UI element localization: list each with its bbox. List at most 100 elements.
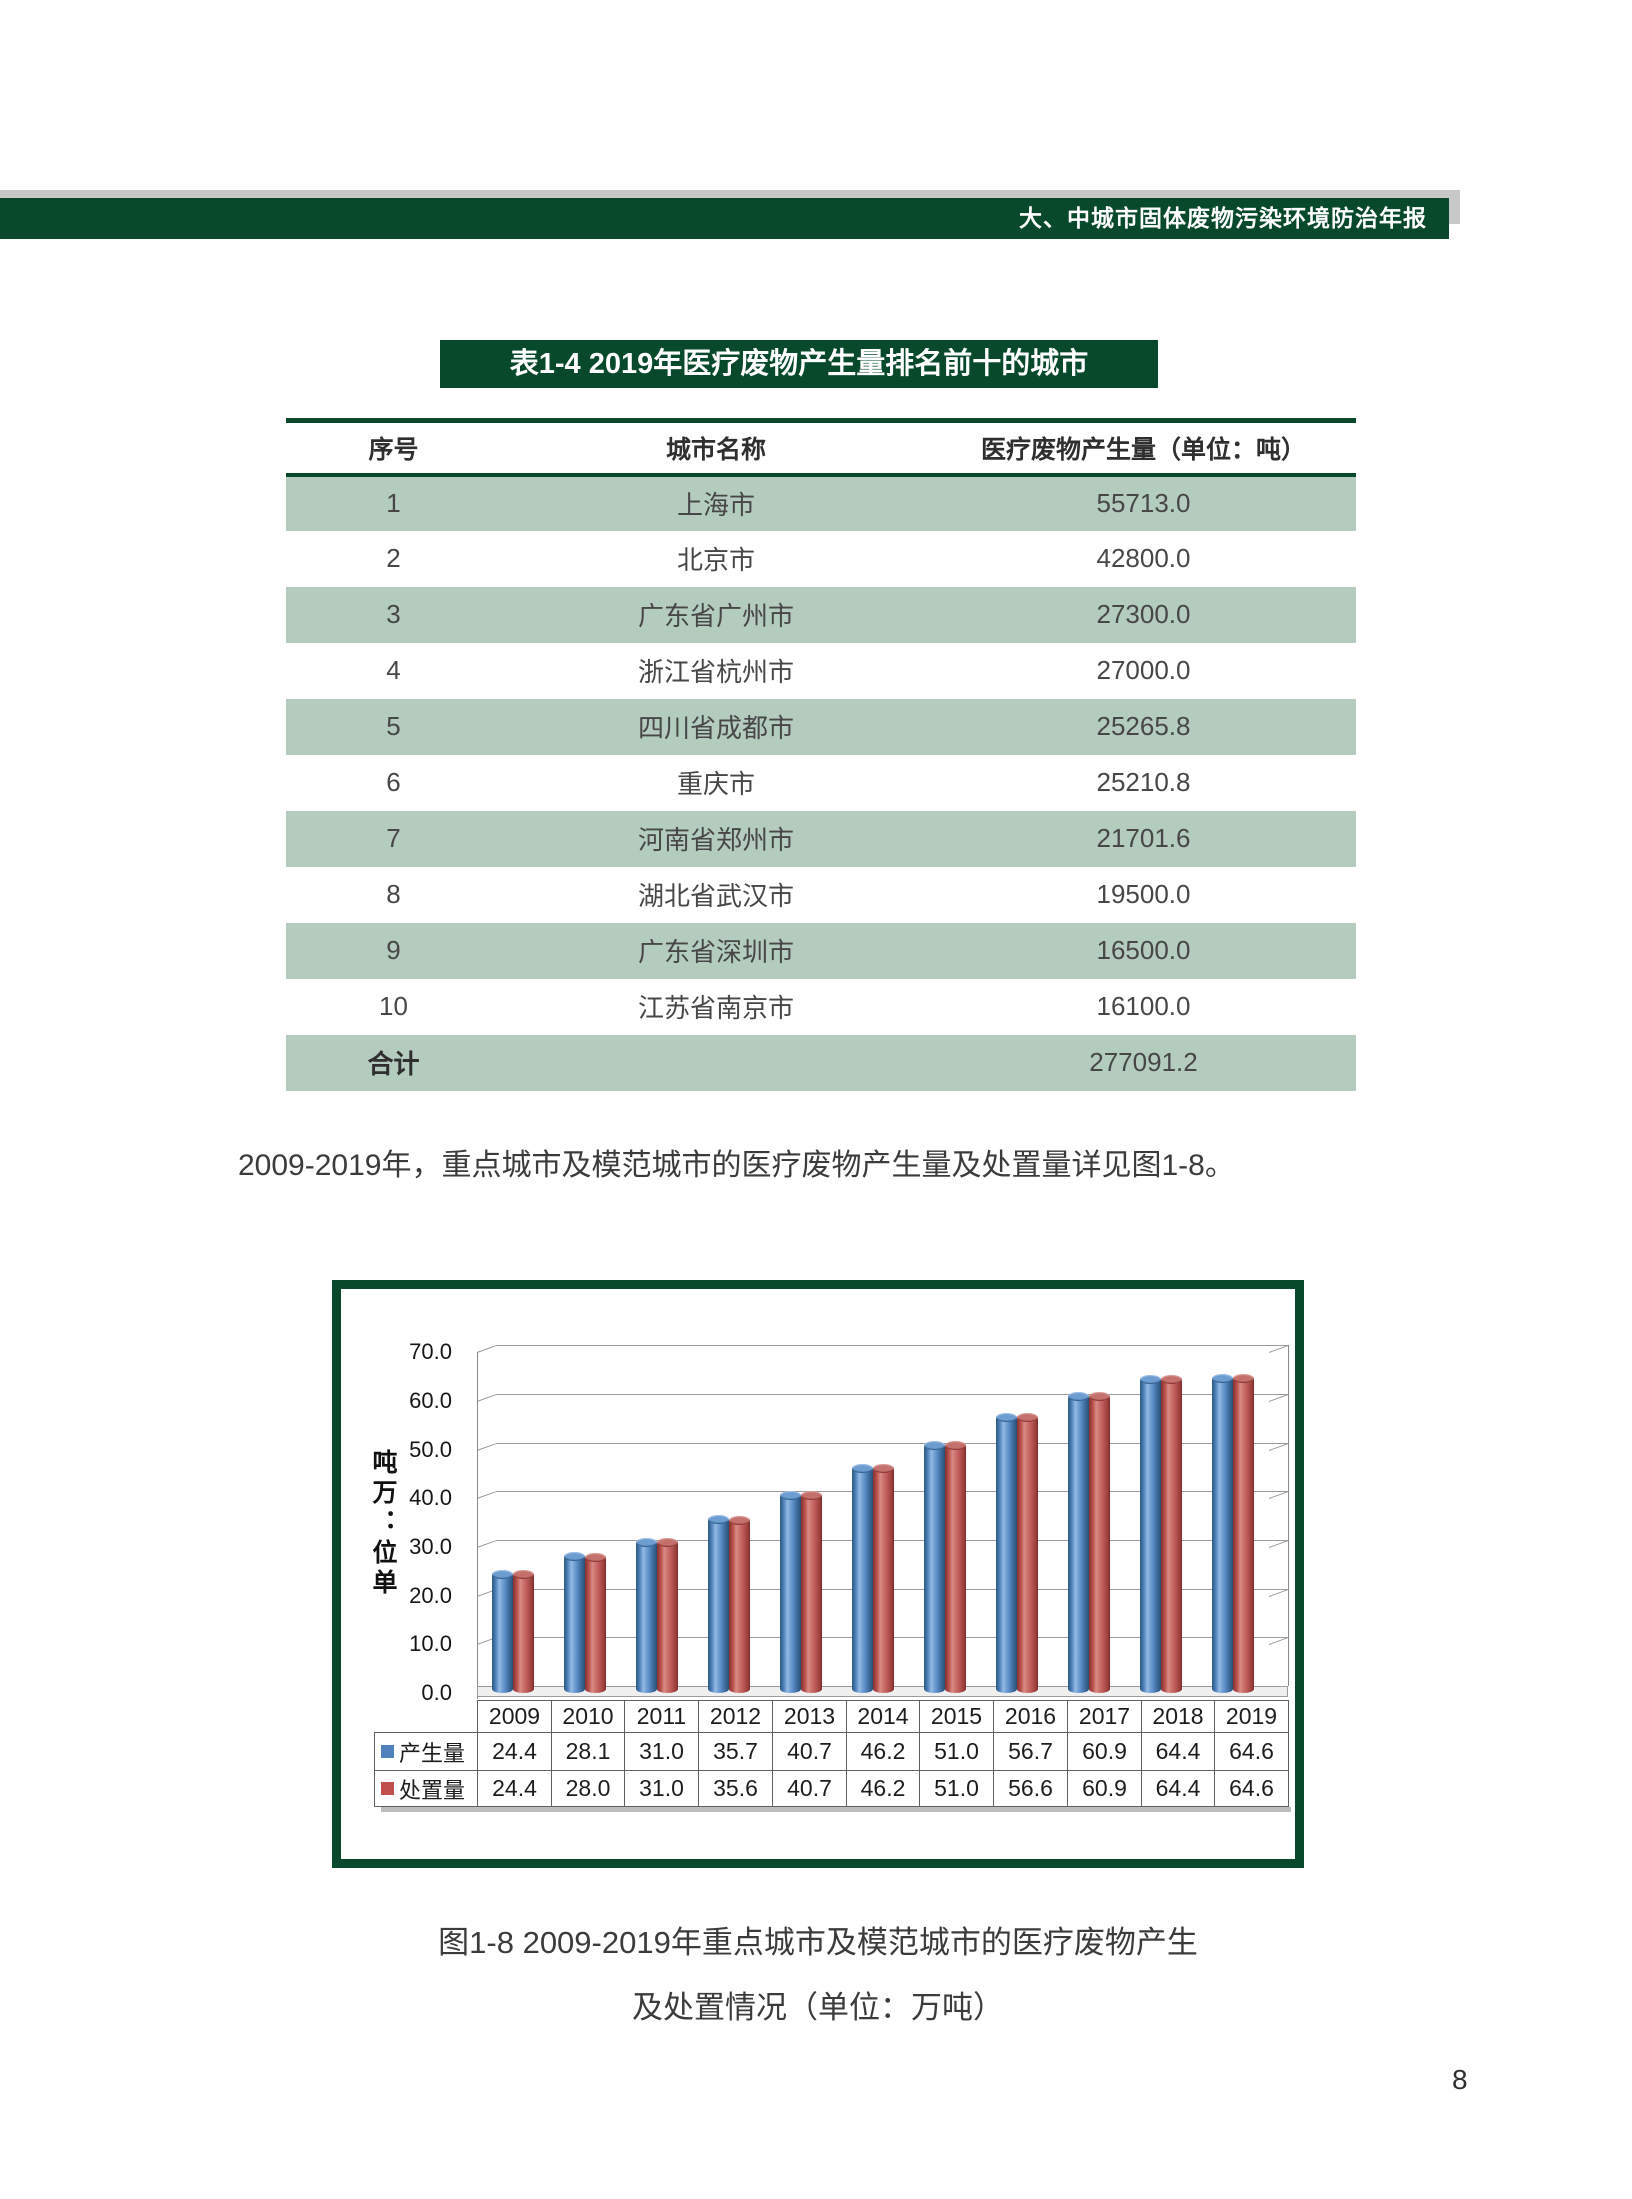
table-row: 3 广东省广州市 27300.0 [286, 586, 1356, 643]
chart-grid-tick-left [476, 1540, 496, 1548]
rank-cell: 7 [386, 823, 401, 853]
column-header-rank: 序号 [286, 420, 501, 477]
chart-grid-tick-right [1268, 1540, 1288, 1548]
bar-top-cap [729, 1516, 750, 1525]
ranking-table: 序号 城市名称 医疗废物产生量（单位：吨） 1 上海市 55713.0 2 北京市 428… [286, 418, 1356, 1091]
ranking-table-body: 1 上海市 55713.0 2 北京市 42800.0 3 广东省广州市 27300.0 4 浙江省… [286, 474, 1356, 1091]
y-axis-tick-label: 70.0 [409, 1339, 452, 1365]
rank-cell: 3 [386, 599, 401, 629]
bar-top-cap [1140, 1375, 1161, 1384]
chart-grid-tick-right [1268, 1637, 1288, 1646]
bar-top-cap [636, 1538, 657, 1547]
bar-top-cap [657, 1538, 678, 1547]
bar-top-cap [1212, 1374, 1233, 1383]
bar-top-cap [873, 1464, 894, 1473]
table-row: 5 四川省成都市 25265.8 [286, 698, 1356, 755]
bar-top-cap [924, 1441, 945, 1450]
rank-cell: 1 [386, 488, 401, 518]
table-title-text: 表1-4 2019年医疗废物产生量排名前十的城市 [509, 348, 1089, 380]
table-title-bar: 表1-4 2019年医疗废物产生量排名前十的城市 [440, 340, 1158, 388]
chart-value-cell: 56.7 [993, 1732, 1068, 1771]
bar-top-cap [708, 1515, 729, 1524]
chart-value-cell: 64.4 [1141, 1732, 1215, 1771]
chart-value-cell: 28.0 [551, 1770, 625, 1807]
city-cell: 广东省深圳市 [637, 937, 794, 967]
chart-bar-generation [852, 1464, 873, 1693]
chart-value-cell: 40.7 [772, 1770, 847, 1807]
rank-cell: 2 [386, 543, 401, 573]
table-row: 10 江苏省南京市 16100.0 [286, 979, 1356, 1035]
chart-gridline [496, 1442, 1288, 1444]
bar-top-cap [1089, 1392, 1110, 1401]
table-total-row: 合计 277091.2 [286, 1034, 1356, 1091]
chart-bar-generation [492, 1570, 513, 1693]
total-label-cell: 合计 [367, 1049, 420, 1079]
chart-grid-tick-left [476, 1393, 496, 1402]
chart-bar-disposal [585, 1553, 606, 1693]
legend-label: 处置量 [399, 1777, 466, 1803]
bar-top-cap [1233, 1374, 1254, 1383]
chart-legend-disposal: 处置量 [374, 1770, 478, 1807]
chart-value-cell: 35.7 [698, 1732, 773, 1771]
rank-cell: 9 [386, 935, 401, 965]
value-cell: 42800.0 [1096, 543, 1191, 573]
chart-bar-generation [636, 1538, 657, 1693]
bar-top-cap [852, 1464, 873, 1473]
chart-bar-generation [1068, 1392, 1089, 1693]
city-cell: 广东省广州市 [637, 601, 794, 631]
y-axis-tick-label: 0.0 [421, 1680, 452, 1705]
chart-bar-generation [564, 1552, 585, 1693]
report-title: 大、中城市固体废物污染环境防治年报 [1019, 205, 1427, 231]
chart-bar-disposal [729, 1516, 750, 1693]
chart-bar-disposal [657, 1538, 678, 1693]
chart-year-cell: 2011 [624, 1700, 699, 1733]
chart-value-cell: 64.6 [1214, 1770, 1289, 1807]
value-cell: 16500.0 [1096, 935, 1191, 965]
legend-swatch-red [381, 1782, 394, 1795]
chart-grid-tick-left [476, 1345, 496, 1354]
table-row: 1 上海市 55713.0 [286, 474, 1356, 531]
bar-top-cap [801, 1491, 822, 1500]
chart-bar-generation [924, 1441, 945, 1693]
city-cell: 北京市 [676, 545, 755, 575]
chart-value-cell: 24.4 [477, 1770, 552, 1807]
bar-top-cap [996, 1413, 1017, 1422]
total-empty-cell [501, 1035, 931, 1091]
legend-swatch-blue [381, 1745, 394, 1758]
table-header-row: 序号 城市名称 医疗废物产生量（单位：吨） [286, 420, 1356, 477]
y-axis-title: 吨万：位单 [369, 1449, 398, 1599]
chart-value-cell: 51.0 [919, 1770, 994, 1807]
figure-1-8-chart: 吨万：位单 0.0 10.0 20.0 30.0 40.0 50.0 60.0 70.0 200… [332, 1280, 1304, 1868]
chart-value-cell: 56.6 [993, 1770, 1068, 1807]
chart-bar-disposal [801, 1491, 822, 1693]
chart-grid-tick-left [476, 1442, 496, 1451]
chart-value-cell: 40.7 [772, 1732, 847, 1771]
chart-year-cell: 2017 [1067, 1700, 1142, 1733]
chart-year-cell: 2013 [772, 1700, 847, 1733]
data-table-shadow [381, 1807, 1291, 1812]
bar-top-cap [513, 1570, 534, 1579]
chart-bar-disposal [1017, 1413, 1038, 1693]
rank-cell: 6 [386, 767, 401, 797]
chart-bar-generation [780, 1491, 801, 1693]
chart-value-cell: 51.0 [919, 1732, 994, 1771]
table-row: 7 河南省郑州市 21701.6 [286, 810, 1356, 867]
bar-top-cap [585, 1553, 606, 1562]
table-row: 8 湖北省武汉市 19500.0 [286, 867, 1356, 923]
chart-bar-disposal [873, 1464, 894, 1693]
body-paragraph: 2009-2019年，重点城市及模范城市的医疗废物产生量及处置量详见图1-8。 [238, 1149, 1235, 1182]
rank-cell: 5 [386, 711, 401, 741]
value-cell: 25210.8 [1096, 767, 1191, 797]
chart-value-cell: 46.2 [846, 1770, 920, 1807]
chart-bar-generation [1140, 1375, 1161, 1693]
chart-grid-tick-right [1268, 1393, 1288, 1402]
chart-bar-disposal [1233, 1374, 1254, 1693]
chart-grid-tick-right [1268, 1345, 1288, 1354]
rank-cell: 8 [386, 879, 401, 909]
rank-cell: 4 [386, 655, 401, 685]
city-cell: 湖北省武汉市 [637, 881, 794, 911]
y-axis-tick-label: 30.0 [409, 1533, 452, 1559]
bar-top-cap [1017, 1413, 1038, 1422]
chart-bar-generation [996, 1413, 1017, 1693]
